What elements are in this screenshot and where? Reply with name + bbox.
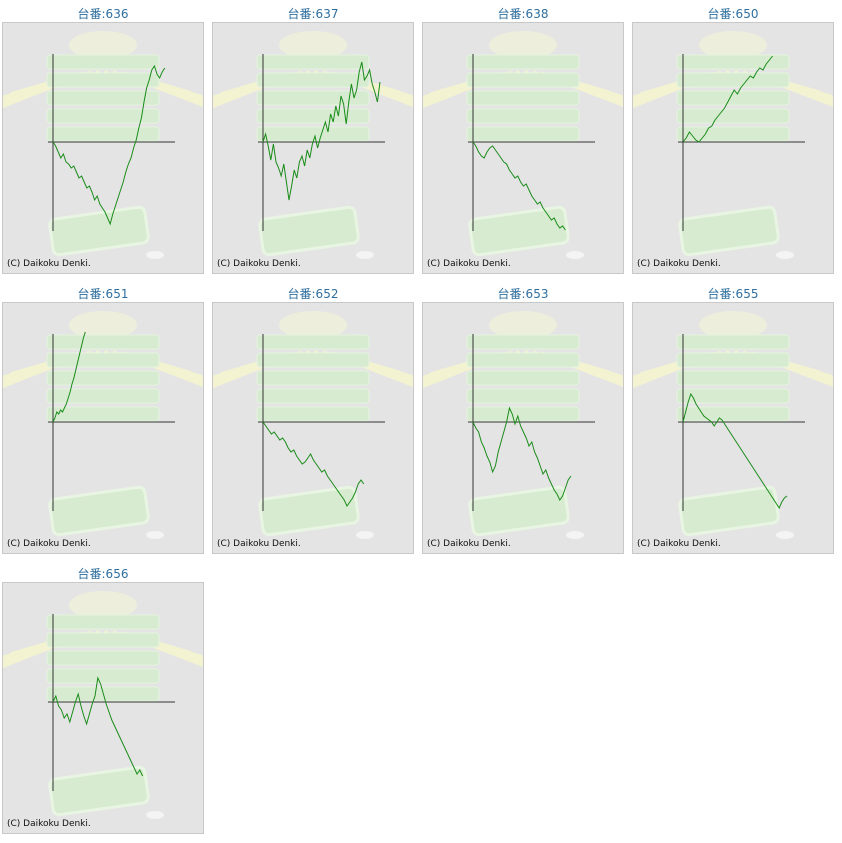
chart-card: 台番:637 (C) Daikoku Denki. [210, 0, 416, 278]
line-chart-svg [633, 311, 833, 539]
chart-panel: (C) Daikoku Denki. [212, 302, 414, 554]
line-chart-svg [423, 311, 623, 539]
series-line [262, 61, 381, 201]
line-chart-svg [3, 311, 203, 539]
chart-panel: (C) Daikoku Denki. [2, 22, 204, 274]
chart-title: 台番:656 [77, 567, 129, 581]
chart-card: 台番:656 (C) Daikoku Denki. [0, 560, 206, 838]
background-artwork [213, 31, 413, 259]
series-line [52, 331, 86, 423]
chart-title: 台番:652 [287, 287, 339, 301]
chart-title: 台番:638 [497, 7, 549, 21]
series-line [682, 55, 773, 143]
chart-panel: (C) Daikoku Denki. [212, 22, 414, 274]
series-line [682, 392, 788, 510]
chart-panel: (C) Daikoku Denki. [2, 302, 204, 554]
chart-title: 台番:651 [77, 287, 129, 301]
series-line [262, 421, 365, 507]
chart-panel: (C) Daikoku Denki. [422, 22, 624, 274]
copyright-text: (C) Daikoku Denki. [217, 259, 301, 269]
chart-card: 台番:636 (C) Daikoku Denki. [0, 0, 206, 278]
chart-title: 台番:650 [707, 7, 759, 21]
line-chart-svg [3, 31, 203, 259]
series-line [472, 406, 572, 501]
chart-title: 台番:636 [77, 7, 129, 21]
line-chart-svg [633, 31, 833, 259]
background-artwork [3, 591, 203, 819]
chart-panel: (C) Daikoku Denki. [632, 302, 834, 554]
background-artwork [633, 31, 833, 259]
line-chart-svg [423, 31, 623, 259]
copyright-text: (C) Daikoku Denki. [637, 259, 721, 269]
background-artwork [3, 31, 203, 259]
chart-title: 台番:637 [287, 7, 339, 21]
chart-card: 台番:653 (C) Daikoku Denki. [420, 280, 626, 558]
background-artwork [423, 311, 623, 539]
line-chart-svg [213, 311, 413, 539]
copyright-text: (C) Daikoku Denki. [217, 539, 301, 549]
background-artwork [423, 31, 623, 259]
chart-panel: (C) Daikoku Denki. [2, 582, 204, 834]
series-line [52, 676, 144, 777]
line-chart-svg [3, 591, 203, 819]
chart-title: 台番:655 [707, 287, 759, 301]
copyright-text: (C) Daikoku Denki. [7, 819, 91, 829]
chart-card: 台番:638 (C) Daikoku Denki. [420, 0, 626, 278]
background-artwork [633, 311, 833, 539]
copyright-text: (C) Daikoku Denki. [7, 259, 91, 269]
background-artwork [213, 311, 413, 539]
chart-title: 台番:653 [497, 287, 549, 301]
copyright-text: (C) Daikoku Denki. [637, 539, 721, 549]
series-line [472, 141, 566, 231]
series-line [52, 64, 166, 226]
chart-card: 台番:650 (C) Daikoku Denki. [630, 0, 836, 278]
copyright-text: (C) Daikoku Denki. [427, 259, 511, 269]
chart-panel: (C) Daikoku Denki. [632, 22, 834, 274]
background-artwork [3, 311, 203, 539]
chart-card: 台番:655 (C) Daikoku Denki. [630, 280, 836, 558]
chart-card: 台番:652 (C) Daikoku Denki. [210, 280, 416, 558]
copyright-text: (C) Daikoku Denki. [7, 539, 91, 549]
chart-card: 台番:651 (C) Daikoku Denki. [0, 280, 206, 558]
copyright-text: (C) Daikoku Denki. [427, 539, 511, 549]
line-chart-svg [213, 31, 413, 259]
chart-panel: (C) Daikoku Denki. [422, 302, 624, 554]
